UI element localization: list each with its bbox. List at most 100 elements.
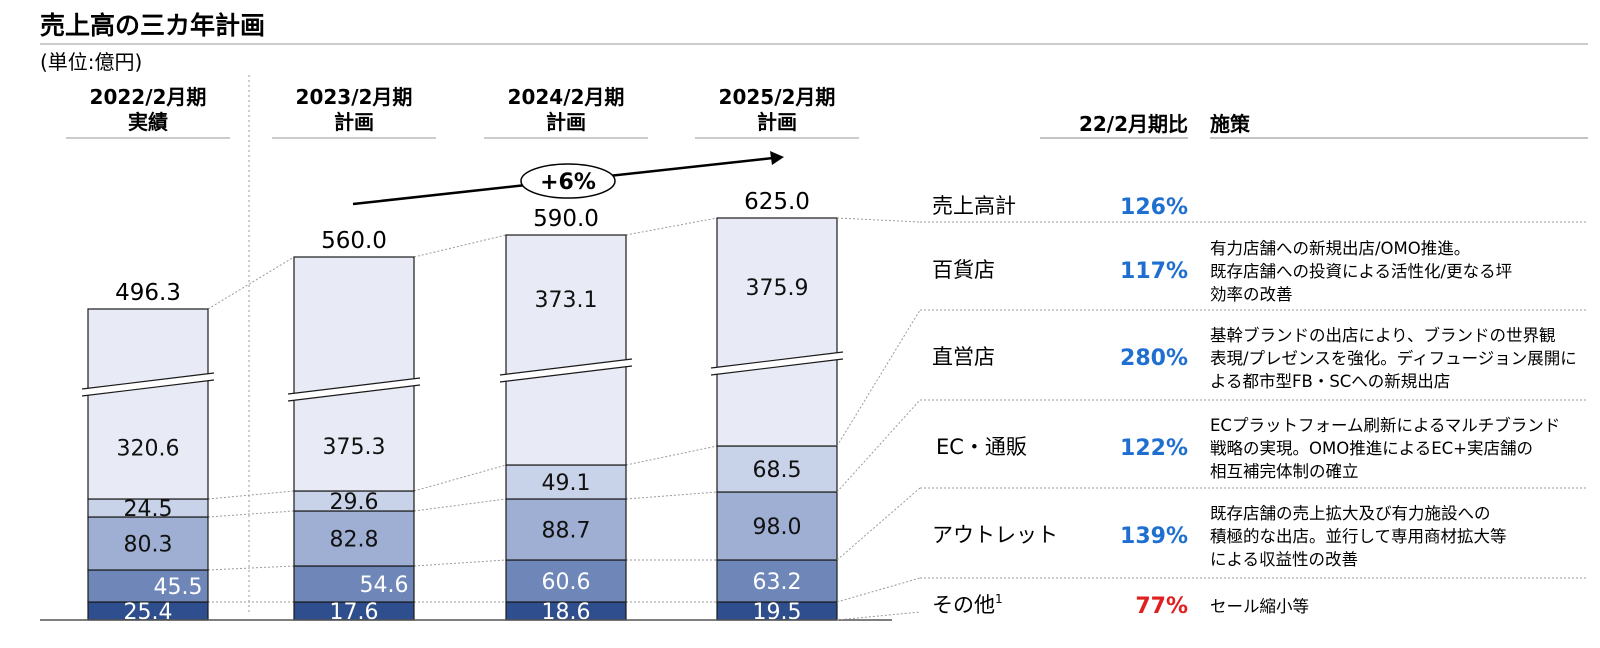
segment-label: 49.1	[542, 471, 591, 496]
bar-segment	[293, 256, 415, 492]
column-header-line2: 計画	[757, 110, 797, 134]
measure-text: 積極的な出店。並行して専用商材拡大等	[1210, 527, 1507, 546]
row-label: アウトレット	[932, 523, 1058, 547]
connector-line	[207, 256, 295, 310]
connector-line	[207, 510, 295, 518]
bar-segment	[716, 445, 838, 493]
right-headers: 22/2月期比 施策	[1040, 112, 1588, 139]
segment-label: 63.2	[753, 570, 802, 595]
segment-label: 54.6	[360, 573, 409, 598]
chart-title: 売上高の三カ年計画	[40, 11, 265, 40]
unit-label: (単位:億円)	[40, 50, 142, 74]
axis-break-line	[287, 384, 421, 402]
ratio-header: 22/2月期比	[1079, 112, 1188, 136]
ratio-value: 77%	[1135, 594, 1188, 619]
axis-break-line	[81, 379, 215, 397]
connector-line	[625, 445, 718, 466]
segment-label: 18.6	[542, 600, 591, 625]
ratio-value: 117%	[1120, 259, 1188, 284]
stacked-bars: 25.445.5 80.3 24.5 320.6 17.654.6 82.8 29.6 375…	[81, 217, 844, 625]
axis-break-gap	[711, 352, 843, 375]
row-label: 百貨店	[932, 258, 995, 282]
connector-line	[207, 490, 295, 500]
axis-break-gap	[500, 359, 632, 382]
connector-line	[413, 559, 507, 567]
measure-text: ECプラットフォーム刷新によるマルチブランド	[1210, 415, 1560, 435]
axis-break-line	[710, 358, 844, 376]
connector-line	[836, 611, 921, 621]
segment-label: 375.3	[323, 435, 386, 460]
segment-label: 24.5	[124, 497, 173, 522]
connector-lines	[207, 217, 718, 603]
row-label: EC・通販	[936, 435, 1027, 459]
connector-line	[413, 234, 507, 258]
bar-segment	[87, 308, 209, 500]
measure-text: 効率の改善	[1210, 285, 1293, 304]
axis-break-line	[287, 377, 421, 395]
connector-line	[207, 565, 295, 571]
segment-label: 17.6	[330, 600, 379, 625]
column-header-line2: 計画	[546, 110, 586, 134]
column-header-line2: 実績	[128, 110, 168, 134]
bar-segment	[505, 234, 627, 466]
connector-line	[413, 498, 507, 512]
measure-text: 既存店舗の売上拡大及び有力施設への	[1210, 504, 1491, 523]
column-header-line2: 計画	[334, 110, 374, 134]
measure-text: よる都市型FB・SCへの新規出店	[1210, 372, 1450, 391]
measures-header: 施策	[1210, 112, 1251, 136]
ratio-value: 126%	[1120, 195, 1188, 220]
segment-label: 98.0	[753, 515, 802, 540]
ratio-measures-table: 売上高計 126% 百貨店 117% 有力店舗への新規出店/OMO推進。既存店舗への投資…	[836, 194, 1588, 621]
bar-segment	[505, 498, 627, 561]
measure-text: 表現/プレゼンスを強化。ディフュージョン展開に	[1210, 348, 1577, 368]
segment-label: 25.4	[124, 600, 173, 625]
connector-line	[836, 399, 921, 493]
measure-text: による収益性の改善	[1210, 550, 1358, 569]
growth-label: +6%	[540, 170, 596, 195]
segment-label: 375.9	[746, 276, 809, 301]
axis-break-gap	[82, 373, 214, 396]
bar-segment	[87, 569, 209, 603]
segment-label: 60.6	[542, 570, 591, 595]
axis-break-line	[81, 372, 215, 390]
measure-text: 基幹ブランドの出店により、ブランドの世界観	[1210, 325, 1556, 345]
connector-line	[836, 309, 921, 447]
segment-label: 45.5	[154, 575, 203, 600]
ratio-value: 139%	[1120, 524, 1188, 549]
connector-line	[625, 491, 718, 500]
axis-break-line	[710, 351, 844, 369]
segment-label: 80.3	[124, 533, 173, 558]
segment-label: 88.7	[542, 519, 591, 544]
axis-break-line	[499, 358, 633, 376]
axis-break-gap	[288, 378, 420, 401]
row-label: その他1	[932, 592, 1003, 617]
segment-label: 320.6	[117, 437, 180, 462]
axis-break-line	[499, 365, 633, 383]
connector-line	[413, 464, 507, 492]
bar-segment	[505, 464, 627, 500]
ratio-value: 122%	[1120, 436, 1188, 461]
measure-text: 相互補完体制の確立	[1210, 462, 1359, 481]
growth-badge	[520, 163, 616, 199]
row-label: 直営店	[932, 345, 995, 369]
measure-text: 既存店舗への投資による活性化/更なる坪	[1210, 262, 1512, 281]
connector-line	[836, 577, 921, 603]
total-label: 496.3	[115, 280, 181, 306]
measure-text: セール縮小等	[1210, 597, 1309, 616]
segment-label: 68.5	[753, 458, 802, 483]
connector-line	[625, 217, 718, 236]
bar-segment	[293, 510, 415, 567]
bar-segment	[716, 217, 838, 447]
bar-segment	[716, 559, 838, 603]
row-label: 売上高計	[932, 194, 1016, 218]
connector-line	[836, 487, 921, 561]
column-header-line1: 2024/2月期	[508, 85, 625, 109]
total-label: 625.0	[744, 189, 810, 215]
segment-label: 19.5	[753, 600, 802, 625]
column-header-line1: 2022/2月期	[90, 85, 207, 109]
column-header-line1: 2025/2月期	[719, 85, 836, 109]
growth-arrow: +6%	[352, 151, 784, 206]
total-label: 590.0	[533, 206, 599, 232]
